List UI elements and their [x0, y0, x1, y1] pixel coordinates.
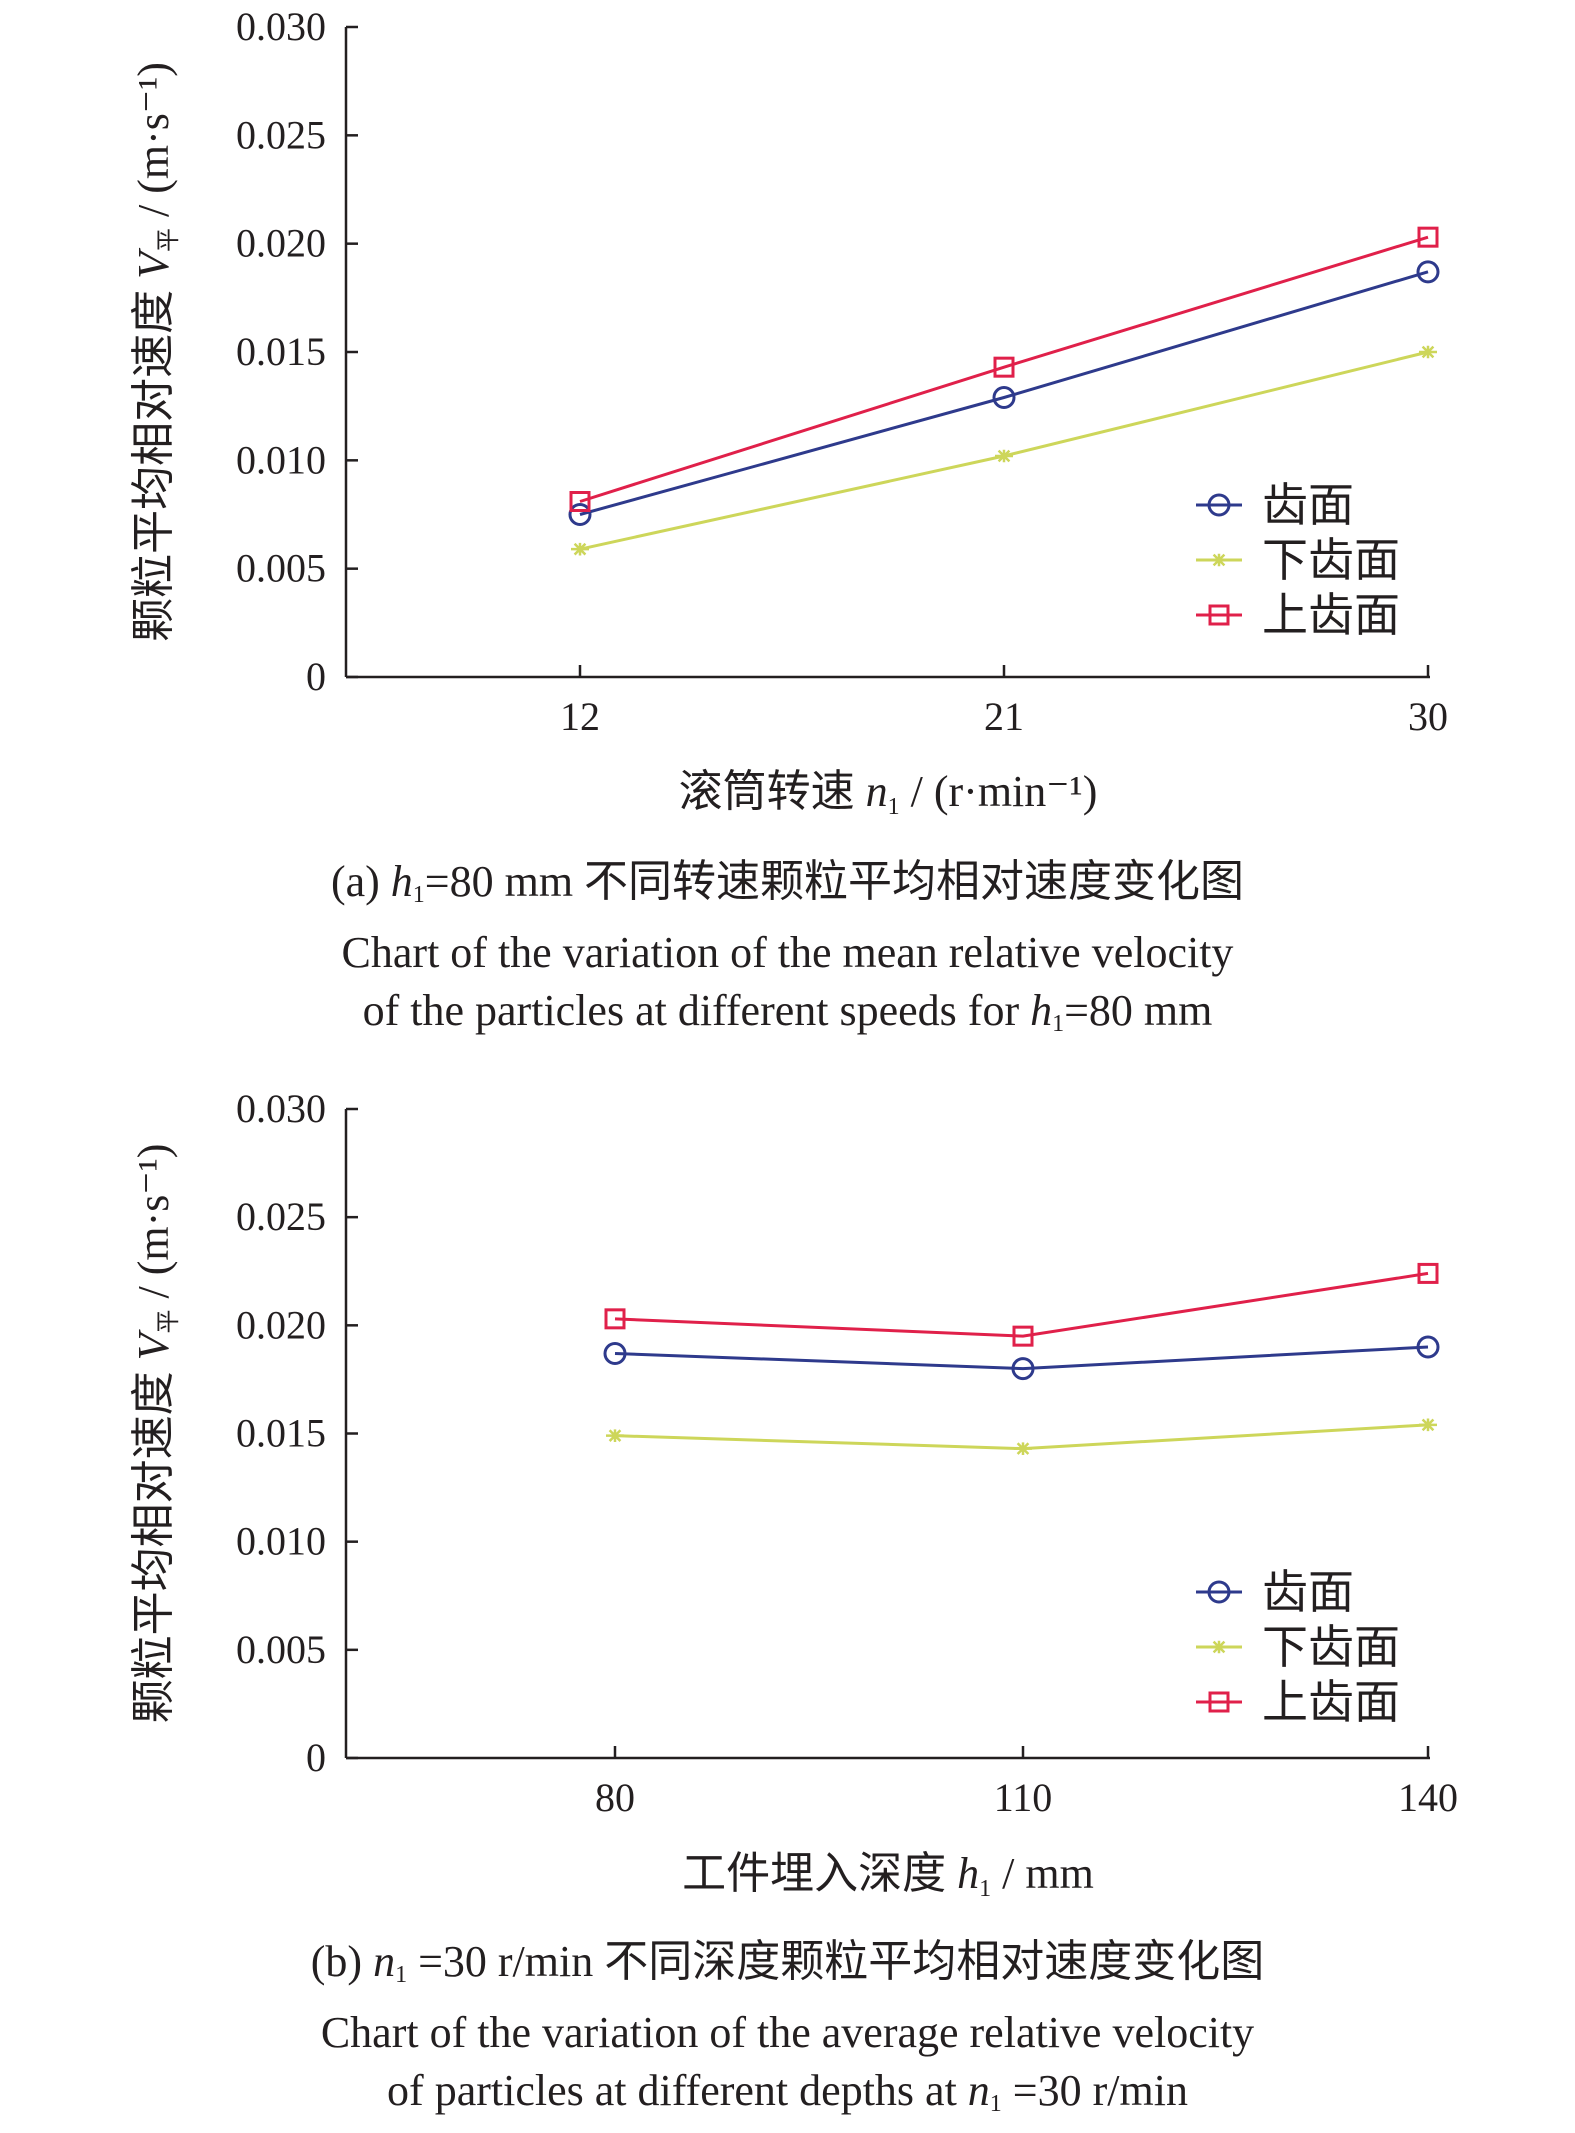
legend-marker-circle — [1207, 493, 1231, 517]
data-point-square — [993, 356, 1015, 378]
legend-marker-circle — [1207, 1580, 1231, 1604]
y-tick-label: 0.005 — [236, 546, 326, 591]
caption-b-line-2: Chart of the variation of the average re… — [320, 2008, 1255, 2057]
data-point-square — [1417, 226, 1439, 248]
series-line-square — [614, 1271, 1429, 1338]
y-tick-label: 0.015 — [236, 1411, 326, 1456]
series-line-square — [579, 235, 1429, 503]
data-point-star — [571, 542, 589, 556]
data-point-circle — [1011, 1357, 1035, 1381]
caption-a: (a) h1=80 mm 不同转速颗粒平均相对速度变化图 Chart of th… — [0, 853, 1575, 1053]
caption-a-line-2: Chart of the variation of the mean relat… — [341, 928, 1234, 977]
legend-label: 齿面 — [1262, 480, 1354, 531]
caption-a-line-3: of the particles at different speeds for… — [362, 986, 1213, 1037]
data-point-circle — [568, 503, 592, 526]
y-tick-label: 0.025 — [236, 1194, 326, 1239]
x-tick-label: 30 — [1408, 694, 1448, 739]
data-point-square — [604, 1308, 626, 1330]
x-tick-label: 12 — [560, 694, 600, 739]
y-tick-label: 0.030 — [236, 1086, 326, 1131]
caption-b-line-3: of particles at different depths at n1 =… — [387, 2066, 1188, 2117]
data-point-star — [1014, 1442, 1032, 1455]
data-point-square — [569, 491, 591, 512]
caption-b: (b) n1 =30 r/min 不同深度颗粒平均相对速度变化图 Chart o… — [0, 1933, 1575, 2133]
series-line-star — [614, 1423, 1429, 1451]
x-tick-label: 80 — [595, 1775, 635, 1820]
data-point-star — [606, 1429, 624, 1442]
y-tick-label: 0.015 — [236, 329, 326, 374]
y-tick-label: 0.020 — [236, 221, 326, 266]
data-point-circle — [992, 386, 1016, 409]
data-point-star — [995, 449, 1013, 463]
y-tick-label: 0.030 — [236, 4, 326, 49]
data-point-star — [1419, 345, 1437, 359]
legend-label: 上齿面 — [1262, 1677, 1400, 1728]
series-line-circle — [579, 270, 1429, 516]
data-point-circle — [603, 1341, 627, 1365]
legend-marker-star — [1210, 553, 1228, 567]
y-axis-title: 颗粒平均相对速度 V平 / (m·s⁻¹) — [129, 62, 182, 642]
data-point-square — [1012, 1325, 1034, 1347]
data-point-star — [1419, 1418, 1437, 1432]
x-tick-label: 21 — [984, 694, 1024, 739]
y-tick-label: 0.025 — [236, 112, 326, 157]
legend-label: 下齿面 — [1262, 1622, 1400, 1673]
y-tick-label: 0.010 — [236, 1519, 326, 1564]
y-tick-label: 0.010 — [236, 437, 326, 482]
legend-marker-square — [1208, 604, 1230, 626]
series-line-circle — [614, 1345, 1429, 1371]
caption-b-line-1: (b) n1 =30 r/min 不同深度颗粒平均相对速度变化图 — [310, 1937, 1265, 1988]
x-tick-label: 140 — [1398, 1775, 1458, 1820]
chart-b: 0 0.005 0.010 0.015 0.020 0.025 0.030 80 110 140 工… — [129, 1086, 1458, 1902]
data-point-circle — [1416, 260, 1440, 284]
data-point-circle — [1416, 1335, 1440, 1359]
data-point-square — [1417, 1262, 1439, 1284]
y-tick-label: 0.020 — [236, 1302, 326, 1347]
legend-marker-star — [1210, 1640, 1228, 1654]
x-tick-label: 110 — [994, 1775, 1053, 1820]
x-axis-title: 工件埋入深度 h1 / mm — [682, 1849, 1094, 1902]
x-axis-title: 滚筒转速 n1 / (r·min⁻¹) — [679, 767, 1098, 820]
legend-label: 齿面 — [1262, 1567, 1354, 1618]
chart-a: 0 0.005 0.010 0.015 0.020 0.025 0.030 12 21 30 滚筒转… — [129, 4, 1448, 820]
y-tick-label: 0.005 — [236, 1627, 326, 1672]
legend-label: 下齿面 — [1262, 535, 1400, 586]
legend-marker-square — [1208, 1691, 1230, 1713]
y-axis-title: 颗粒平均相对速度 V平 / (m·s⁻¹) — [129, 1144, 182, 1724]
caption-a-line-1: (a) h1=80 mm 不同转速颗粒平均相对速度变化图 — [330, 857, 1245, 908]
y-tick-label: 0 — [306, 1735, 326, 1780]
y-tick-label: 0 — [306, 654, 326, 699]
legend-label: 上齿面 — [1262, 590, 1400, 641]
